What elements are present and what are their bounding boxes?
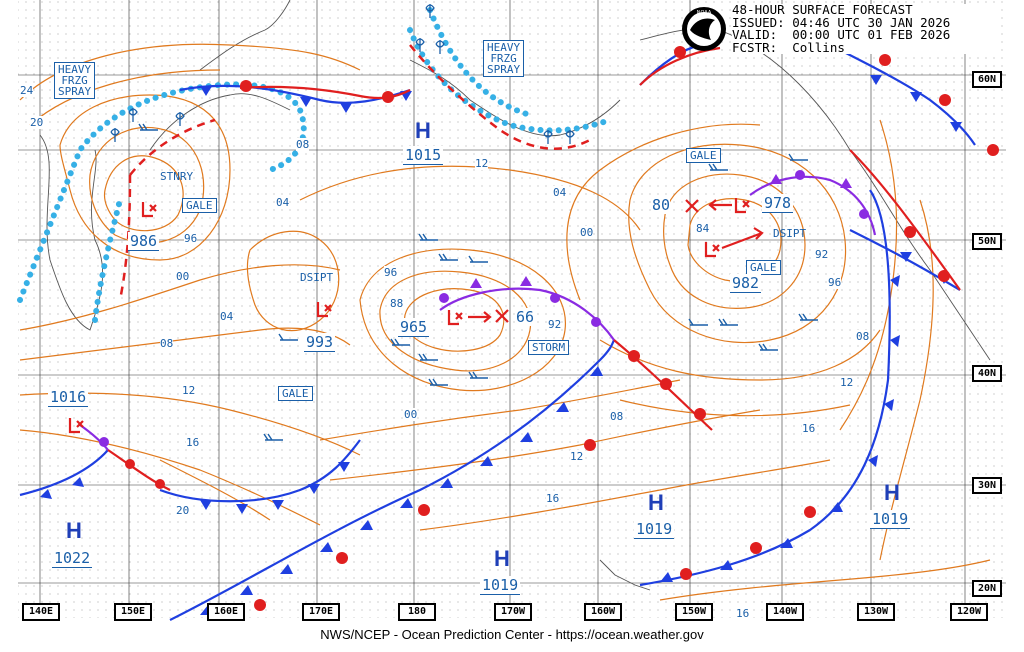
isobar-label: 96 <box>828 276 842 289</box>
isobar-label: 12 <box>475 157 489 170</box>
low-pressure-1016: 1016 <box>48 388 89 407</box>
freezing-spray-icons <box>110 4 575 144</box>
wind-barbs <box>138 123 818 441</box>
isobar-label: 12 <box>570 450 584 463</box>
footer-credit: NWS/NCEP - Ocean Prediction Center - htt… <box>0 624 1024 652</box>
isobar-label: 16 <box>546 492 560 505</box>
lon-label-150e: 150E <box>114 603 152 621</box>
storm-tag: STORM <box>528 340 570 355</box>
lon-label-130w: 130W <box>857 603 895 621</box>
forecast-position-80: 80 <box>652 196 671 214</box>
lon-label-180: 180 <box>398 603 436 621</box>
low-pressure-978: 978 <box>762 194 794 213</box>
low-pressure-993: 993 <box>304 333 336 352</box>
forecast-title: 48-HOUR SURFACE FORECAST <box>732 2 913 17</box>
lon-label-140w: 140W <box>766 603 804 621</box>
low-pressure-986: 986 <box>128 232 160 251</box>
isobar-label: 08 <box>160 337 174 350</box>
lon-label-170w: 170W <box>494 603 532 621</box>
isobar-label: 12 <box>840 376 854 389</box>
isobar-label: 08 <box>296 138 310 151</box>
lat-label-50n: 50N <box>972 233 1002 250</box>
isobar-label: 96 <box>184 232 198 245</box>
isobar-label: 12 <box>182 384 196 397</box>
lon-label-170e: 170E <box>302 603 340 621</box>
lat-label-30n: 30N <box>972 477 1002 494</box>
isobar-label: 04 <box>553 186 567 199</box>
high-symbol-1: H <box>415 118 431 143</box>
high-pressure-4: 1019 <box>634 520 675 539</box>
dsipt-label-1: DSIPT <box>300 271 334 284</box>
stnry-label: STNRY <box>160 170 194 183</box>
noaa-logo: NOAA <box>682 7 726 51</box>
gale-tag-3: GALE <box>686 148 721 163</box>
high-pressure-1: 1015 <box>403 146 444 165</box>
noaa-logo-text: NOAA <box>697 10 712 16</box>
isobar-label: 04 <box>220 310 234 323</box>
high-symbol-4: H <box>648 490 664 515</box>
gale-tag-2: GALE <box>278 386 313 401</box>
isobar-label: 24 <box>20 84 34 97</box>
isobar-label: 00 <box>176 270 190 283</box>
lon-label-160e: 160E <box>207 603 245 621</box>
gale-tag-4: GALE <box>746 260 781 275</box>
isobar-label: 08 <box>856 330 870 343</box>
issued-time: ISSUED: 04:46 UTC 30 JAN 2026 <box>732 14 951 30</box>
isobar-label: 84 <box>696 222 710 235</box>
high-symbol-2: H <box>66 518 82 543</box>
isobar-label: 16 <box>802 422 816 435</box>
gale-tag-1: GALE <box>182 198 217 213</box>
high-pressure-2: 1022 <box>52 549 93 568</box>
low-pressure-982: 982 <box>730 274 762 293</box>
low-centers <box>68 198 764 434</box>
valid-time: VALID: 00:00 UTC 01 FEB 2026 <box>732 27 951 42</box>
low-pressure-965: 965 <box>398 318 430 337</box>
isobar-label: 04 <box>276 196 290 209</box>
occluded-front-marks <box>99 170 869 447</box>
dsipt-label-2: DSIPT <box>773 227 807 240</box>
isobar-label: 92 <box>548 318 562 331</box>
high-symbol-5: H <box>884 480 900 505</box>
high-pressure-3: 1019 <box>480 576 521 595</box>
warm-front-semicircles <box>125 46 999 611</box>
isobar-label: 00 <box>404 408 418 421</box>
lat-label-20n: 20N <box>972 580 1002 597</box>
lat-label-60n: 60N <box>972 71 1002 88</box>
isobar-label: 88 <box>390 297 404 310</box>
isobar-label: 16 <box>186 436 200 449</box>
lon-label-150w: 150W <box>675 603 713 621</box>
lon-label-160w: 160W <box>584 603 622 621</box>
isobar-label: 16 <box>736 607 750 620</box>
lon-label-120w: 120W <box>950 603 988 621</box>
heavy-frzg-spray-tag-west: HEAVY FRZG SPRAY <box>54 62 96 99</box>
forecast-position-66: 66 <box>516 308 535 326</box>
isobar-label: 08 <box>610 410 624 423</box>
stationary-front <box>118 44 591 301</box>
isobar-label: 92 <box>815 248 829 261</box>
forecast-header: 48-HOUR SURFACE FORECAST ISSUED: 04:46 U… <box>732 2 1000 55</box>
lon-label-140e: 140E <box>22 603 60 621</box>
isobar-label: 96 <box>384 266 398 279</box>
lat-label-40n: 40N <box>972 365 1002 382</box>
heavy-frzg-spray-tag-east: HEAVY FRZG SPRAY <box>483 40 525 77</box>
high-symbol-3: H <box>494 546 510 571</box>
isobar-label: 20 <box>176 504 190 517</box>
isobar-label: 20 <box>30 116 44 129</box>
forecaster: FCSTR: Collins <box>732 39 845 55</box>
isobar-label: 00 <box>580 226 594 239</box>
high-pressure-5: 1019 <box>870 510 911 529</box>
